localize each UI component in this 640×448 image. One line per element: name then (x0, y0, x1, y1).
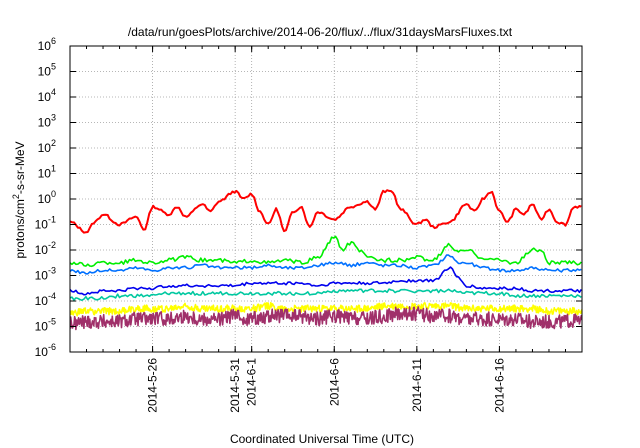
y-tick-label: 103 (38, 113, 56, 130)
series-line (70, 235, 582, 268)
y-tick-label: 10-5 (35, 317, 56, 334)
x-tick-label: 2014-6-11 (410, 358, 424, 412)
y-tick-label: 106 (38, 36, 56, 53)
y-tick-label: 102 (38, 138, 56, 155)
y-tick-label: 104 (38, 87, 56, 104)
x-tick-label: 2014-6-6 (327, 358, 341, 406)
y-tick-label: 10-3 (35, 266, 56, 283)
y-axis: 10-6 10-5 10-4 10-3 10-2 10-1 100 101 102 103 104 1… (35, 36, 582, 359)
series-line (70, 288, 582, 301)
series-group (70, 189, 582, 331)
y-tick-label: 101 (38, 164, 56, 181)
y-tick-label: 10-2 (35, 240, 56, 257)
series-line (70, 254, 582, 275)
y-tick-label: 10-4 (35, 291, 56, 308)
y-tick-label: 10-1 (35, 215, 56, 232)
y-tick-label: 105 (38, 62, 56, 79)
x-tick-label: 2014-6-16 (492, 358, 506, 413)
x-axis-label: Coordinated Universal Time (UTC) (230, 432, 414, 446)
y-axis-label-sup: 2 (11, 194, 21, 199)
chart-title: /data/run/goesPlots/archive/2014-06-20/f… (128, 25, 513, 39)
x-tick-label: 2014-5-26 (146, 358, 160, 413)
series-line (70, 301, 582, 317)
y-axis-label-main: protons/cm (13, 199, 27, 258)
y-axis-label-rest: -s-sr-MeV (13, 141, 27, 194)
y-axis-label: protons/cm2-s-sr-MeV (11, 141, 27, 258)
x-tick-label: 2014-5-31 (228, 358, 242, 413)
y-tick-label: 10-6 (35, 342, 56, 359)
series-line (70, 189, 582, 234)
y-tick-label: 100 (38, 189, 56, 206)
grid (70, 46, 582, 352)
series-line (70, 306, 582, 331)
series-line (70, 266, 582, 296)
x-axis: 2014-5-26 2014-5-31 2014-6-1 2014-6-6 2014-6… (86, 46, 566, 413)
x-tick-label: 2014-6-1 (245, 358, 259, 406)
